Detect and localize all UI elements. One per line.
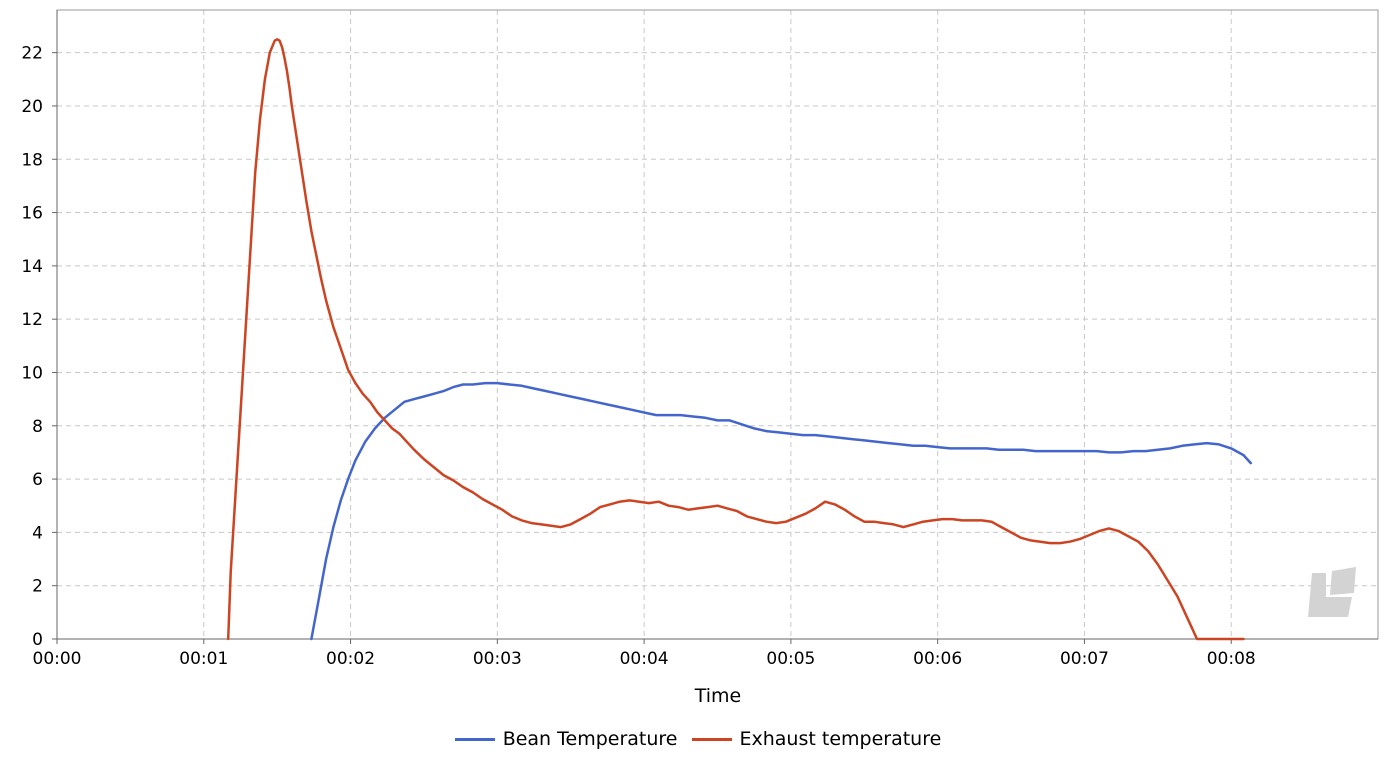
axes [56, 9, 1379, 640]
plot-area-frame [56, 9, 1379, 640]
legend-item-bean-temperature[interactable]: Bean Temperature [454, 728, 678, 750]
y-tick-label: 0 [32, 630, 43, 650]
y-tick-label: 6 [32, 470, 43, 490]
legend-label-exhaust-temperature: Exhaust temperature [739, 728, 942, 750]
grid [57, 10, 1378, 639]
legend-item-exhaust-temperature[interactable]: Exhaust temperature [691, 728, 942, 750]
watermark-logo-icon [1308, 567, 1356, 617]
x-tick-label: 00:02 [326, 649, 375, 669]
x-tick-label: 00:05 [766, 649, 815, 669]
series-line-exhaust-temperature [226, 38, 1245, 641]
x-tick-label: 00:06 [913, 649, 962, 669]
x-axis-title: Time [694, 685, 742, 707]
y-ticks: 0 2 4 6 8 10 12 14 16 18 20 22 [21, 44, 57, 650]
legend: Bean Temperature Exhaust temperature [0, 728, 1396, 750]
x-tick-label: 00:03 [473, 649, 522, 669]
series-line-bean-temperature [310, 381, 1253, 641]
y-tick-label: 14 [21, 257, 43, 277]
chart: 00:00 00:01 00:02 00:03 00:04 00:05 00:06 00:07… [21, 9, 1379, 707]
y-tick-label: 22 [21, 44, 43, 64]
legend-swatch-exhaust-temperature [691, 737, 732, 741]
x-tick-label: 00:04 [620, 649, 669, 669]
y-tick-label: 4 [32, 523, 43, 543]
y-tick-label: 18 [21, 150, 43, 170]
y-tick-label: 20 [21, 97, 43, 117]
x-ticks: 00:00 00:01 00:02 00:03 00:04 00:05 00:06 00:07… [33, 639, 1256, 669]
y-tick-label: 16 [21, 204, 43, 224]
series-lines [226, 38, 1253, 641]
x-tick-label: 00:01 [179, 649, 228, 669]
y-tick-label: 2 [32, 577, 43, 597]
y-tick-label: 12 [21, 310, 43, 330]
legend-swatch-bean-temperature [454, 737, 495, 741]
y-tick-label: 10 [21, 363, 43, 383]
legend-label-bean-temperature: Bean Temperature [502, 728, 678, 750]
x-tick-label: 00:08 [1207, 649, 1256, 669]
x-tick-label: 00:07 [1060, 649, 1109, 669]
y-tick-label: 8 [32, 417, 43, 437]
x-tick-label: 00:00 [33, 649, 82, 669]
